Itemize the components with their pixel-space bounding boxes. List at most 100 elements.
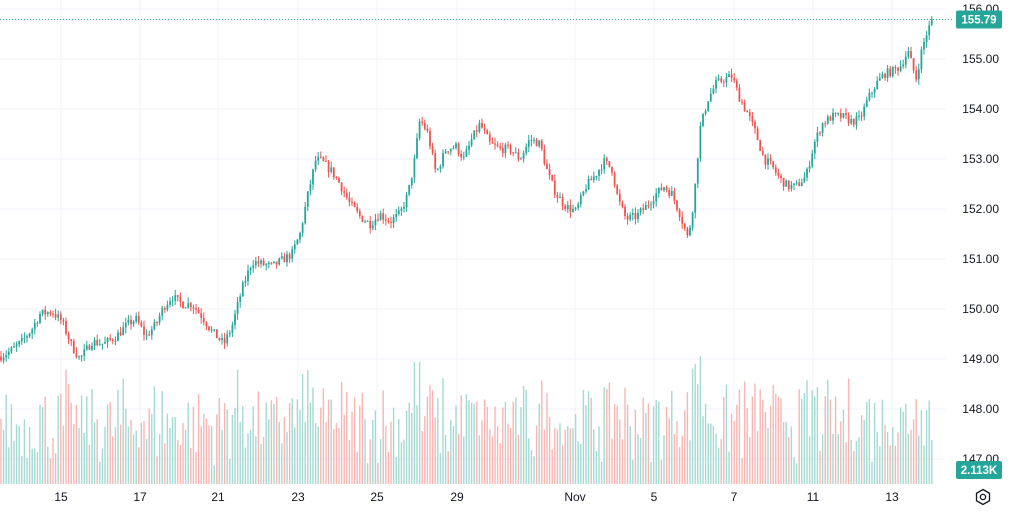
- candle-body: [2, 357, 5, 361]
- candle-body: [811, 153, 814, 167]
- candle-body: [507, 144, 509, 146]
- candle: [7, 347, 10, 359]
- candle-body: [920, 49, 923, 70]
- candle: [715, 76, 717, 94]
- candle: [392, 214, 395, 229]
- candle: [621, 200, 624, 209]
- candle: [452, 145, 455, 150]
- candle-body: [774, 167, 777, 173]
- candle: [920, 46, 923, 73]
- candle: [244, 275, 247, 287]
- volume-bar: [736, 404, 738, 484]
- candle-body: [148, 334, 151, 336]
- candle: [585, 184, 587, 194]
- volume-bar: [387, 451, 390, 484]
- candle-body: [252, 265, 255, 268]
- candle-body: [852, 118, 855, 125]
- volume-bar: [213, 465, 215, 484]
- candle: [413, 154, 416, 183]
- candle: [912, 58, 915, 74]
- volume-bar: [361, 393, 364, 484]
- candle-body: [741, 101, 743, 103]
- volume-bar: [691, 368, 694, 484]
- candle: [509, 143, 512, 155]
- volume-bar: [798, 389, 800, 484]
- candle: [496, 141, 499, 148]
- volume-bar: [366, 463, 369, 484]
- candle: [260, 258, 262, 268]
- time-axis[interactable]: 15 17 21 23 25 29 Nov 5 7 11 13: [54, 490, 899, 504]
- candle-body: [540, 140, 543, 150]
- volume-bar: [431, 390, 434, 484]
- candle-body: [613, 172, 616, 186]
- candle-body: [392, 217, 395, 223]
- candle: [829, 115, 832, 121]
- volume-bar: [429, 384, 431, 484]
- candle-body: [278, 258, 281, 265]
- candle-body: [629, 214, 632, 220]
- candle-body: [889, 68, 892, 77]
- volume-bar: [463, 436, 465, 484]
- candle-body: [642, 208, 645, 210]
- volume-bar: [353, 397, 356, 484]
- candle: [694, 183, 697, 219]
- candle-body: [624, 206, 626, 216]
- candle-body: [78, 356, 80, 358]
- candle-body: [681, 217, 684, 224]
- price-axis[interactable]: 156.00155.00154.00153.00152.00151.00150.…: [962, 2, 999, 466]
- settings-gear-icon: [975, 488, 991, 506]
- candle-body: [777, 172, 780, 176]
- candle: [787, 180, 790, 192]
- candle: [650, 201, 652, 211]
- candle: [49, 310, 52, 317]
- candle: [457, 142, 460, 157]
- candle-body: [241, 282, 244, 297]
- x-tick-label: 21: [211, 490, 225, 504]
- candle: [826, 114, 829, 125]
- volume-bar: [697, 384, 699, 484]
- candle-body: [262, 260, 265, 265]
- candle: [566, 200, 569, 213]
- candle: [356, 203, 359, 214]
- candle: [351, 197, 353, 206]
- candle: [501, 142, 504, 158]
- candle: [15, 341, 18, 352]
- candle: [449, 148, 452, 156]
- candle: [280, 252, 283, 260]
- candle: [166, 300, 169, 312]
- candle: [374, 214, 377, 231]
- candle-body: [431, 146, 434, 153]
- candle: [210, 326, 213, 333]
- candle: [145, 329, 148, 341]
- candle: [52, 310, 54, 318]
- volume-bar: [392, 407, 395, 484]
- candle: [215, 329, 218, 339]
- candle: [288, 252, 291, 264]
- volume-bar: [36, 452, 39, 484]
- candle-body: [317, 156, 320, 161]
- volume-bar: [585, 405, 587, 484]
- volume-bar: [481, 420, 483, 484]
- candle-body: [247, 270, 249, 282]
- chart-settings-button[interactable]: [974, 488, 992, 506]
- candle: [761, 146, 764, 156]
- volume-bar: [652, 406, 655, 484]
- volume-bar: [567, 426, 569, 484]
- candle: [774, 164, 777, 176]
- candle: [156, 321, 158, 327]
- volume-bar: [205, 418, 208, 484]
- volume-bar: [808, 436, 811, 484]
- candle-body: [267, 262, 270, 265]
- candle-body: [54, 314, 57, 318]
- candle-body: [119, 332, 122, 336]
- volume-bar: [379, 439, 382, 484]
- candle-body: [647, 205, 650, 206]
- volume-bar: [140, 422, 143, 484]
- candle: [863, 103, 866, 121]
- candle: [720, 75, 723, 84]
- candle-body: [590, 178, 593, 181]
- volume-bar: [335, 423, 338, 484]
- candle-body: [899, 66, 902, 71]
- candle-body: [816, 132, 819, 142]
